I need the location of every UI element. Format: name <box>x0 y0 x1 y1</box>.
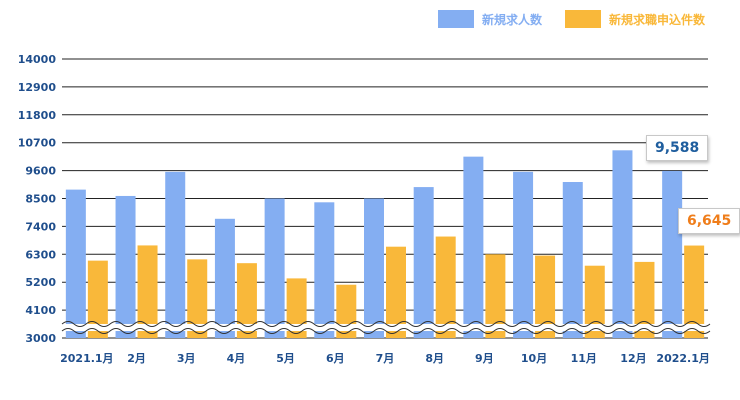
bar-new-job-openings <box>115 195 136 338</box>
x-tick-label: 4月 <box>227 352 246 365</box>
y-tick-label: 6300 <box>25 248 56 261</box>
bar-new-job-openings <box>65 189 86 338</box>
bar-new-job-applications <box>87 260 108 338</box>
data-label-callout-new-job-openings: 9,588 <box>646 135 709 161</box>
grid-lines <box>62 58 708 339</box>
bar-new-job-applications <box>535 255 556 338</box>
bar-new-job-applications <box>435 236 456 338</box>
x-tick-label: 5月 <box>276 352 295 365</box>
y-tick-label: 4100 <box>25 304 56 317</box>
bar-new-job-applications <box>137 245 158 338</box>
bar-new-job-openings <box>612 150 633 338</box>
bar-new-job-applications <box>286 278 307 338</box>
y-tick-label: 5200 <box>25 276 56 289</box>
y-axis-ticks: 3000 4100 5200 6300 7400 8500 9600 10700 11800 12… <box>18 53 57 345</box>
bar-new-job-openings <box>314 202 335 338</box>
bar-new-job-applications <box>584 265 605 338</box>
legend-swatch <box>565 10 601 28</box>
bar-new-job-openings <box>364 198 384 338</box>
bar-new-job-openings <box>562 182 583 338</box>
legend-swatch <box>438 10 474 28</box>
legend-item-new-job-openings: 新規求人数 <box>438 8 542 30</box>
legend-label: 新規求人数 <box>482 12 543 27</box>
x-tick-label: 9月 <box>475 352 494 365</box>
y-tick-label: 8500 <box>25 193 56 206</box>
y-tick-label: 12900 <box>18 81 57 94</box>
y-tick-label: 7400 <box>25 220 56 233</box>
x-tick-label: 2月 <box>127 352 146 365</box>
axis-break-wave <box>61 328 711 334</box>
axis-break-fill <box>62 324 708 331</box>
y-tick-label: 9600 <box>25 165 56 178</box>
bar-new-job-openings <box>662 170 683 338</box>
x-axis-ticks: 2021.1月 2月 3月 4月 5月 6月 7月 8月 9月 10月 11月 12月 2022.1月 <box>60 352 710 365</box>
x-tick-label: 7月 <box>376 352 395 365</box>
x-tick-label: 2022.1月 <box>656 352 709 365</box>
x-tick-label: 12月 <box>620 352 646 365</box>
x-tick-label: 2021.1月 <box>60 352 113 365</box>
bar-new-job-applications <box>485 254 506 338</box>
bar-new-job-openings <box>513 171 534 338</box>
x-tick-label: 3月 <box>177 352 196 365</box>
x-tick-label: 11月 <box>571 352 597 365</box>
bar-new-job-applications <box>634 261 655 338</box>
y-tick-label: 3000 <box>25 332 56 345</box>
bars <box>65 150 705 338</box>
y-tick-label: 10700 <box>18 137 57 150</box>
x-tick-label: 10月 <box>521 352 547 365</box>
bar-new-job-applications <box>236 263 257 338</box>
bar-new-job-applications <box>684 245 705 338</box>
data-label-callout-new-job-applications: 6,645 <box>678 208 740 234</box>
bar-new-job-applications <box>386 246 406 338</box>
legend-label: 新規求職申込件数 <box>609 12 706 27</box>
bar-new-job-openings <box>214 218 235 338</box>
bar-new-job-openings <box>463 156 484 338</box>
axis-break <box>61 321 711 334</box>
bar-new-job-openings <box>264 198 285 338</box>
bar-new-job-openings <box>413 187 434 338</box>
axis-break-wave <box>61 321 711 327</box>
bar-new-job-openings <box>165 171 186 338</box>
y-tick-label: 11800 <box>18 109 57 122</box>
y-tick-label: 14000 <box>18 53 57 66</box>
x-tick-label: 8月 <box>425 352 444 365</box>
legend-item-new-job-applications: 新規求職申込件数 <box>565 8 705 30</box>
bar-new-job-applications <box>187 259 208 338</box>
x-tick-label: 6月 <box>326 352 345 365</box>
